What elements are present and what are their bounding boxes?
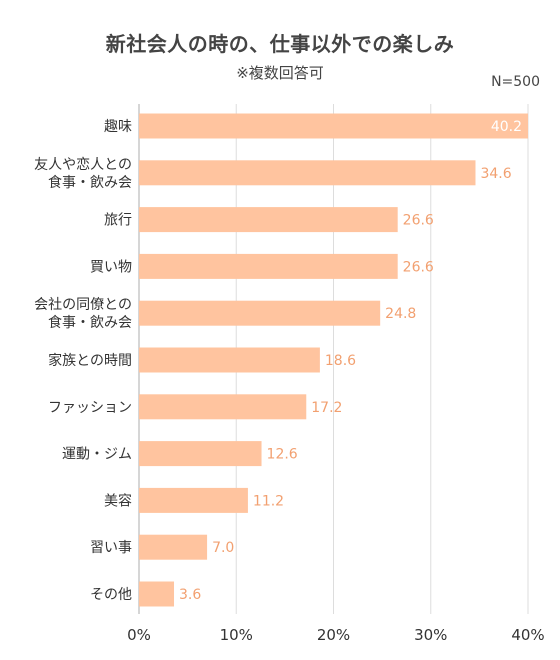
category-labels: 趣味友人や恋人との食事・飲み会旅行買い物会社の同僚との食事・飲み会家族との時間フ… (34, 119, 132, 603)
x-tick-label: 30% (414, 626, 447, 644)
sample-size-label: N=500 (491, 74, 540, 90)
x-tick-label: 10% (220, 626, 253, 644)
value-label: 26.6 (403, 259, 434, 275)
x-tick-label: 0% (127, 626, 151, 644)
bar (139, 581, 175, 607)
x-tick-label: 40% (511, 626, 544, 644)
category-label: 食事・飲み会 (48, 314, 132, 331)
category-label: 趣味 (104, 119, 132, 135)
category-label: その他 (90, 587, 132, 603)
value-label: 34.6 (480, 166, 511, 182)
chart-subtitle: ※複数回答可 (236, 64, 324, 82)
bar (139, 487, 248, 513)
category-label: 習い事 (90, 540, 132, 556)
value-label: 24.8 (385, 306, 416, 322)
x-tick-label: 20% (317, 626, 350, 644)
bar (139, 534, 208, 560)
category-label: 旅行 (104, 213, 132, 229)
bar (139, 394, 307, 420)
bar (139, 160, 476, 186)
value-label: 18.6 (325, 353, 356, 369)
value-label: 26.6 (403, 213, 434, 229)
value-label: 3.6 (179, 587, 201, 603)
value-label: 7.0 (212, 540, 234, 556)
category-label: 買い物 (90, 259, 132, 275)
category-label: 美容 (104, 492, 132, 509)
x-axis-ticks: 0% 10% 20% 30% 40% (127, 626, 545, 644)
category-label: ファッション (48, 400, 132, 416)
bar (139, 300, 381, 326)
bar (139, 253, 398, 279)
category-label: 食事・飲み会 (48, 174, 132, 191)
value-labels: 40.2 34.6 26.6 26.6 24.8 18.6 17.2 12.6 11.2 7.0 3… (179, 119, 522, 603)
chart-title: 新社会人の時の、仕事以外での楽しみ (105, 32, 455, 56)
bar (139, 207, 398, 233)
value-label: 12.6 (267, 447, 298, 463)
category-label: 運動・ジム (62, 447, 132, 463)
category-label: 会社の同僚との (34, 297, 132, 313)
value-label: 17.2 (311, 400, 342, 416)
bars (139, 113, 528, 607)
category-label: 友人や恋人との (34, 156, 132, 173)
bar (139, 113, 528, 139)
category-label: 家族との時間 (48, 352, 132, 369)
value-label: 40.2 (491, 119, 522, 135)
bar (139, 347, 320, 373)
value-label: 11.2 (253, 493, 284, 509)
bar (139, 441, 262, 467)
